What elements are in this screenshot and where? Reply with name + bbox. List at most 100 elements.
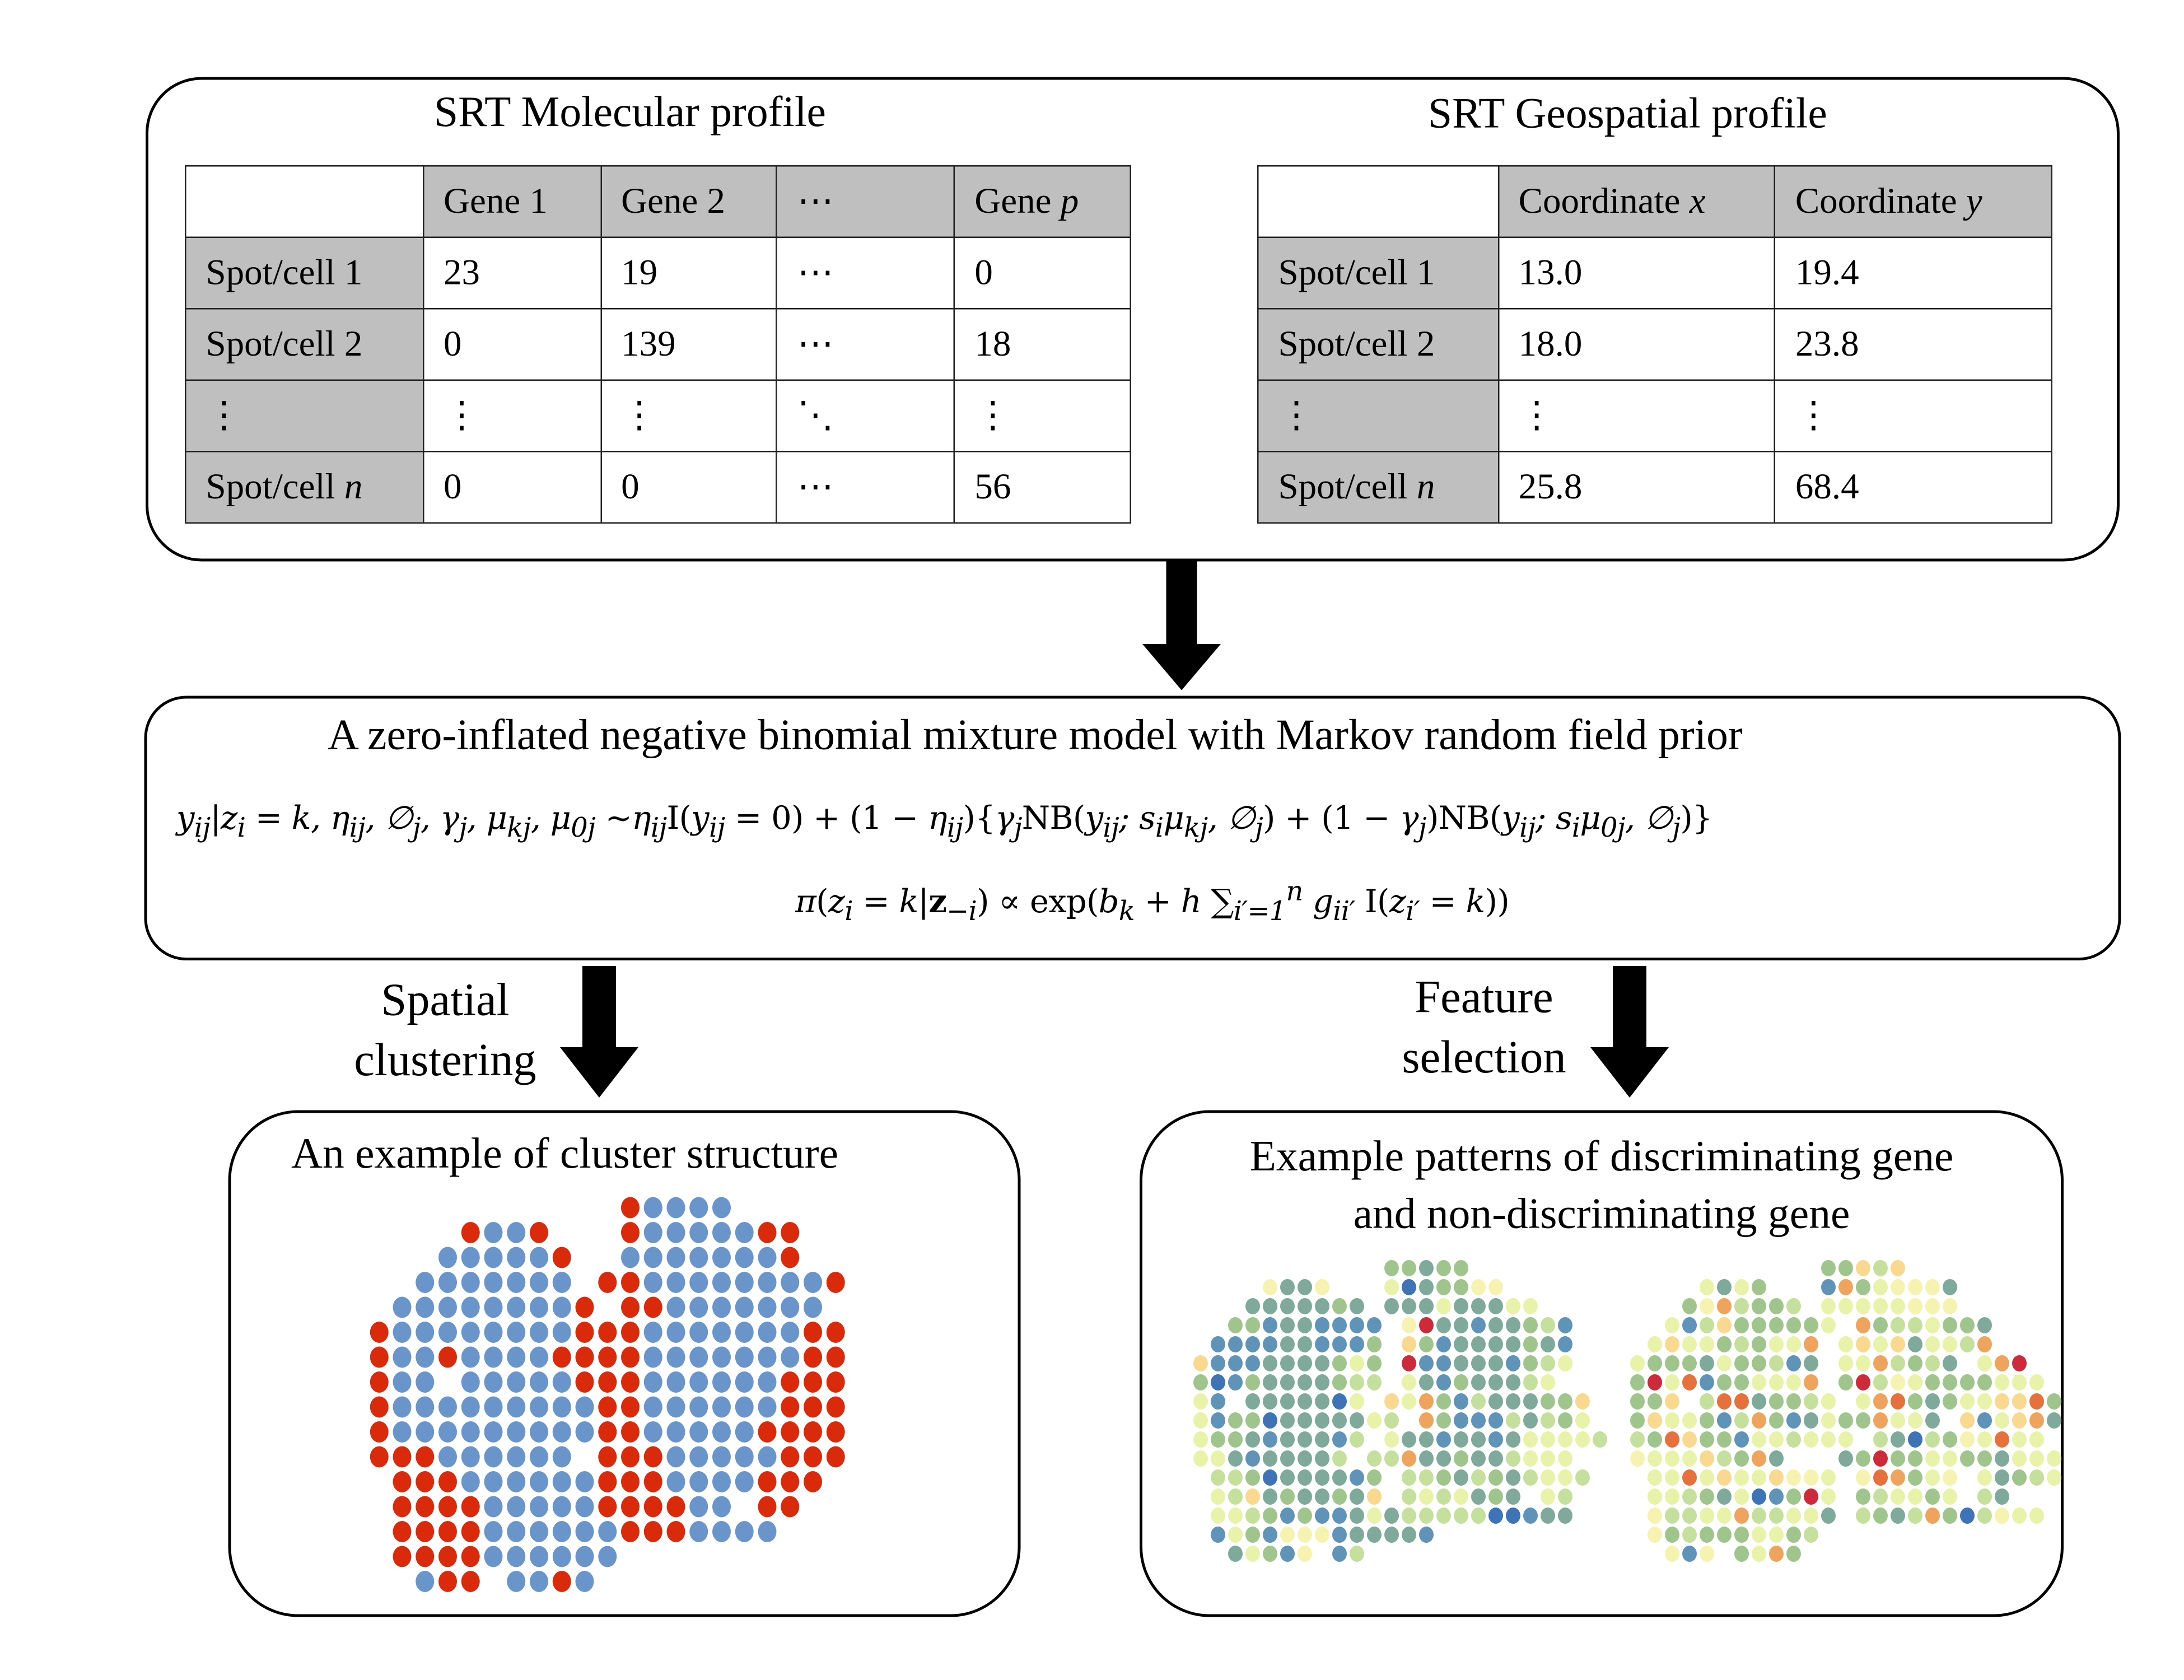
gene-expression-spot: [1228, 1469, 1243, 1486]
molecular-table-cell: 0: [953, 236, 1131, 310]
gene-expression-spot: [1575, 1431, 1590, 1448]
gene-expression-spot: [1769, 1508, 1784, 1524]
gene-expression-spot: [1506, 1431, 1520, 1448]
cluster-structure-title: An example of cluster structure: [291, 1128, 839, 1178]
gene-expression-spot: [1367, 1450, 1382, 1467]
gene-expression-spot: [1523, 1298, 1538, 1314]
gene-expression-spot: [1752, 1469, 1766, 1486]
gene-expression-spot: [1856, 1355, 1870, 1371]
cluster-spot: [621, 1421, 640, 1443]
cluster-spot: [507, 1247, 526, 1268]
gene-expression-spot: [1436, 1431, 1451, 1448]
gene-expression-spot: [1786, 1527, 1801, 1543]
gene-expression-spot: [1769, 1317, 1784, 1333]
gene-expression-spot: [1228, 1546, 1243, 1562]
gene-expression-spot: [1541, 1469, 1555, 1486]
gene-expression-spot: [1263, 1431, 1277, 1448]
gene-expression-spot: [1298, 1374, 1312, 1390]
gene-expression-spot: [1925, 1317, 1940, 1333]
gene-expression-spot: [1856, 1393, 1870, 1410]
gene-expression-spot: [1471, 1298, 1486, 1314]
gene-expression-spot: [1977, 1469, 1992, 1486]
gene-expression-spot: [1734, 1488, 1749, 1505]
gene-expression-spot: [1315, 1298, 1329, 1314]
cluster-spot: [530, 1546, 548, 1567]
cluster-spot: [461, 1521, 480, 1542]
cluster-spot: [507, 1571, 526, 1592]
gene-expression-spot: [1402, 1488, 1416, 1505]
gene-expression-spot: [1821, 1317, 1836, 1333]
gene-expression-spot: [1648, 1412, 1662, 1429]
gene-expression-spot: [1541, 1336, 1555, 1352]
cluster-spot: [781, 1322, 800, 1343]
cluster-spot: [781, 1446, 800, 1468]
molecular-table-row-header: Spot/cell 1: [185, 236, 424, 310]
cluster-spot: [530, 1222, 548, 1243]
gene-expression-spot: [1925, 1279, 1940, 1295]
cluster-spot: [552, 1471, 571, 1492]
molecular-profile-table: Gene 1 Gene 2 ⋯ Gene p Spot/cell 1 23 19 ⋯ 0 Spot…: [185, 165, 1131, 524]
gene-expression-spot: [1821, 1393, 1836, 1410]
gene-expression-spot: [1367, 1412, 1382, 1429]
molecular-table-cell: ⋱: [776, 379, 955, 452]
gene-expression-spot: [1682, 1336, 1697, 1352]
gene-expression-spot: [1419, 1527, 1434, 1543]
cluster-spot: [438, 1396, 457, 1418]
cluster-spot: [735, 1296, 754, 1318]
cluster-spot: [484, 1322, 503, 1343]
gene-expression-spot: [1752, 1374, 1766, 1390]
gene-expression-spot: [1436, 1279, 1451, 1295]
cluster-spot: [575, 1346, 594, 1368]
cluster-spot: [370, 1446, 389, 1468]
gene-expression-spot: [1350, 1546, 1364, 1562]
gene-expression-spot: [1804, 1355, 1818, 1371]
arrow-down-icon: [1142, 560, 1221, 690]
gene-expression-spot: [1804, 1412, 1818, 1429]
gene-expression-spot: [1856, 1508, 1870, 1524]
cluster-spot: [666, 1396, 685, 1418]
cluster-spot: [416, 1272, 435, 1293]
gene-expression-spot: [1298, 1355, 1312, 1371]
gene-expression-spot: [1436, 1488, 1451, 1505]
cluster-spot: [393, 1322, 412, 1343]
gene-expression-spot: [1838, 1260, 1853, 1276]
gene-expression-spot: [1700, 1508, 1714, 1524]
gene-expression-spot: [1977, 1336, 1992, 1352]
gene-expression-spot: [1471, 1355, 1486, 1371]
gene-expression-spot: [1402, 1431, 1416, 1448]
cluster-spot: [530, 1571, 548, 1592]
cluster-spot: [712, 1371, 731, 1393]
gene-expression-spot: [1717, 1317, 1732, 1333]
gene-expression-spot: [1786, 1469, 1801, 1486]
gene-expression-spot: [1280, 1431, 1295, 1448]
gene-expression-spot: [1211, 1508, 1225, 1524]
cluster-spot: [781, 1371, 800, 1393]
gene-expression-spot: [1315, 1374, 1329, 1390]
gene-expression-spot: [1700, 1469, 1714, 1486]
gene-expression-spot: [1943, 1488, 1957, 1505]
gene-expression-spot: [1873, 1298, 1888, 1314]
gene-expression-spot: [1298, 1393, 1312, 1410]
gene-expression-spot: [1873, 1279, 1888, 1295]
molecular-profile-title: SRT Molecular profile: [434, 87, 826, 136]
gene-expression-spot: [1717, 1355, 1732, 1371]
gene-expression-spot: [1700, 1279, 1714, 1295]
gene-expression-spot: [1786, 1508, 1801, 1524]
gene-expression-spot: [1630, 1450, 1645, 1467]
gene-expression-spot: [1734, 1298, 1749, 1314]
gene-expression-spot: [1891, 1298, 1905, 1314]
gene-expression-spot: [1786, 1336, 1801, 1352]
gene-expression-spot: [1506, 1317, 1520, 1333]
gene-expression-spot: [1752, 1508, 1766, 1524]
gene-expression-spot: [1891, 1260, 1905, 1276]
gene-expression-spot: [1488, 1488, 1503, 1505]
gene-expression-spot: [1402, 1374, 1416, 1390]
gene-expression-spot: [1315, 1469, 1329, 1486]
gene-expression-spot: [1752, 1450, 1766, 1467]
cluster-spot: [643, 1272, 662, 1293]
gene-expression-spot: [1350, 1298, 1364, 1314]
cluster-spot: [438, 1446, 457, 1468]
gene-expression-spot: [1682, 1488, 1697, 1505]
gene-expression-spot: [1943, 1336, 1957, 1352]
cluster-spot: [575, 1421, 594, 1443]
